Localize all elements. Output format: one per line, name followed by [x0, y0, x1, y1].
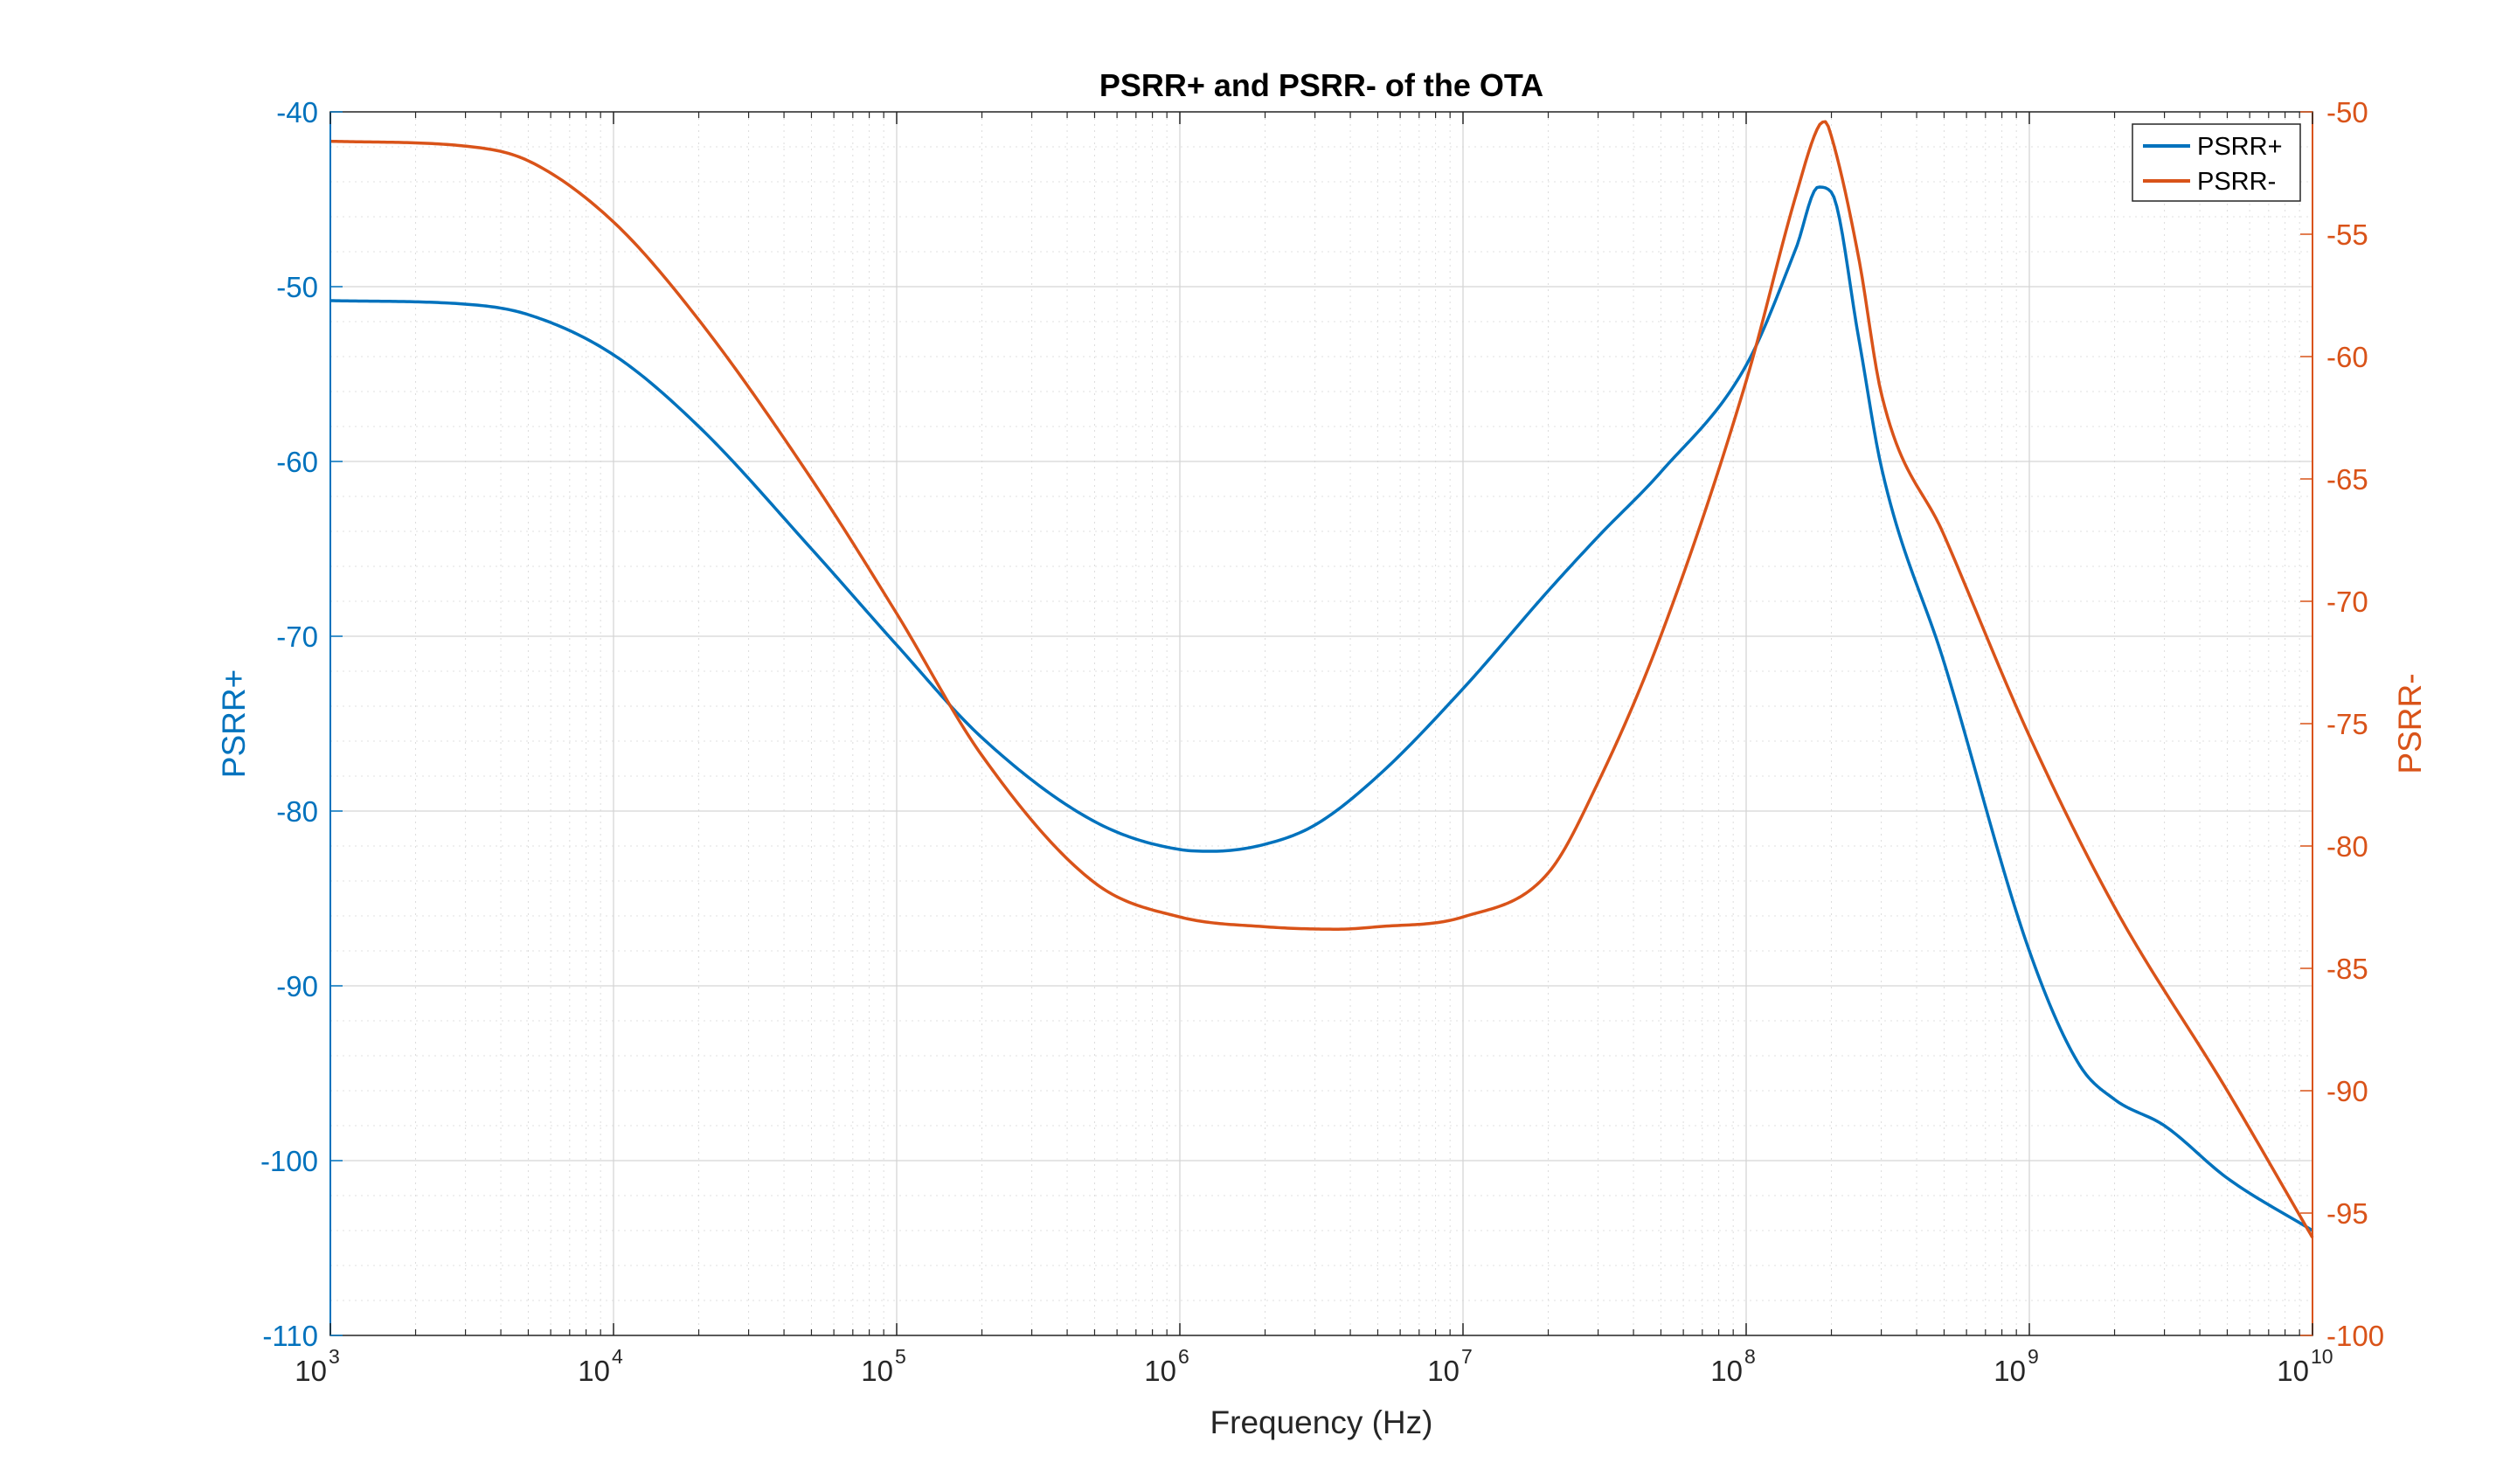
x-tick-label: 10 — [2277, 1355, 2309, 1387]
x-tick-exponent: 9 — [2028, 1345, 2039, 1368]
x-tick-exponent: 4 — [612, 1345, 623, 1368]
right-y-tick-label: -95 — [2326, 1197, 2368, 1230]
right-y-tick-label: -70 — [2326, 586, 2368, 618]
x-tick-label: 10 — [1993, 1355, 2026, 1387]
chart-title: PSRR+ and PSRR- of the OTA — [1099, 67, 1543, 103]
right-y-tick-label: -80 — [2326, 830, 2368, 863]
right-y-tick-label: -90 — [2326, 1075, 2368, 1107]
x-tick-exponent: 6 — [1178, 1345, 1189, 1368]
x-tick-label: 10 — [1144, 1355, 1176, 1387]
plot-area — [330, 112, 2312, 1335]
left-y-axis-label: PSRR+ — [216, 669, 252, 778]
x-tick-exponent: 7 — [1461, 1345, 1473, 1368]
left-y-tick-label: -60 — [276, 446, 318, 478]
right-y-tick-label: -60 — [2326, 341, 2368, 373]
right-y-tick-label: -55 — [2326, 218, 2368, 251]
x-tick-label: 10 — [295, 1355, 327, 1387]
left-y-tick-label: -40 — [276, 96, 318, 128]
right-y-tick-label: -100 — [2326, 1320, 2384, 1352]
x-tick-exponent: 5 — [895, 1345, 906, 1368]
legend-box — [2132, 123, 2301, 202]
left-y-tick-label: -100 — [260, 1145, 318, 1177]
left-y-tick-label: -80 — [276, 795, 318, 828]
x-tick-exponent: 10 — [2311, 1345, 2333, 1368]
x-tick-exponent: 3 — [329, 1345, 340, 1368]
right-y-tick-label: -65 — [2326, 463, 2368, 496]
right-y-tick-label: -75 — [2326, 708, 2368, 740]
right-y-tick-label: -85 — [2326, 953, 2368, 985]
x-axis-label: Frequency (Hz) — [1210, 1404, 1433, 1440]
series-layer — [329, 120, 2314, 1238]
x-tick-label: 10 — [578, 1355, 610, 1387]
left-y-tick-label: -110 — [262, 1320, 318, 1352]
series-line-psrr-minus — [329, 120, 2314, 1238]
legend-label-psrr-minus: PSRR- — [2197, 168, 2276, 196]
minor-grid — [330, 112, 2312, 1335]
ticks-layer: 10 3 10 4 10 5 10 6 10 7 10 8 10 9 10 10-40-50-60-70-80… — [260, 96, 2384, 1387]
right-y-axis-label: PSRR- — [2392, 673, 2428, 773]
left-y-tick-label: -50 — [276, 271, 318, 303]
x-tick-label: 10 — [1710, 1355, 1743, 1387]
series-line-psrr-plus — [329, 185, 2313, 1232]
legend-label-psrr-plus: PSRR+ — [2197, 133, 2283, 161]
legend: PSRR+ PSRR- — [2132, 123, 2301, 202]
left-y-tick-label: -90 — [276, 970, 318, 1002]
x-tick-label: 10 — [861, 1355, 893, 1387]
left-y-tick-label: -70 — [276, 621, 318, 653]
right-y-tick-label: -50 — [2326, 96, 2368, 128]
x-tick-label: 10 — [1427, 1355, 1460, 1387]
x-tick-exponent: 8 — [1744, 1345, 1756, 1368]
